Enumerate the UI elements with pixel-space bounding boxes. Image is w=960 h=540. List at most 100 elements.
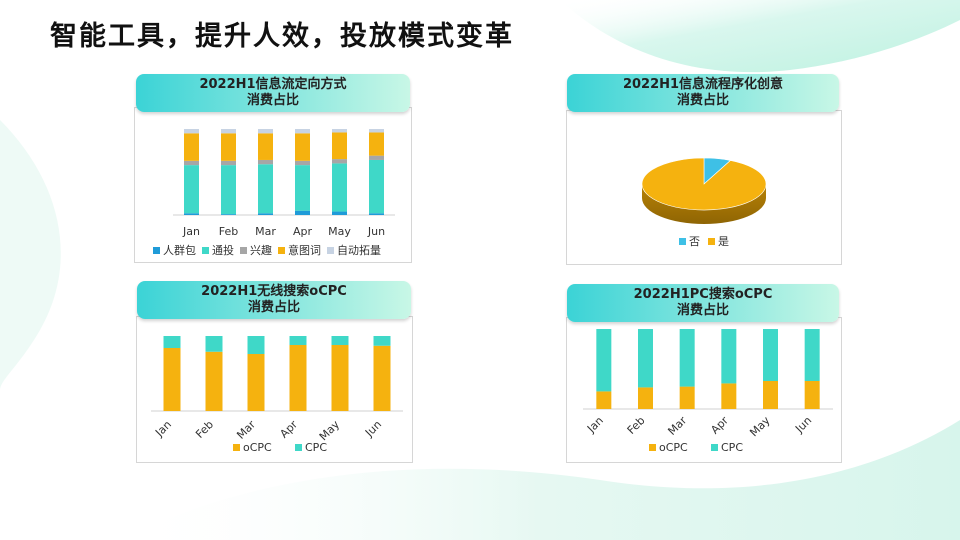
chart-0-tick-jun: Jun <box>367 225 385 238</box>
chart-0-bar-jun-series-1 <box>369 159 384 214</box>
chart-1-legend-swatch-0 <box>679 238 686 245</box>
chart-3-tick-jan: Jan <box>584 414 606 436</box>
chart-0-bar-mar-series-3 <box>258 133 273 160</box>
creative-chart-title-line1: 2022H1信息流程序化创意 <box>622 77 784 92</box>
creative-chart-panel: 否是 <box>566 110 842 265</box>
chart-0-bar-feb-series-4 <box>221 129 236 134</box>
chart-0-tick-apr: Apr <box>293 225 313 238</box>
chart-3-bar-jan-series-1 <box>596 329 612 392</box>
chart-0-bar-apr-series-1 <box>295 165 310 211</box>
pc-search-chart-panel: Jan Feb Mar Apr May Jun oCPC CPC <box>566 317 842 463</box>
chart-3-bar-may-series-1 <box>763 329 778 381</box>
chart-2-tick-may: May <box>317 418 343 444</box>
chart-3-tick-jun: Jun <box>792 414 814 436</box>
bg-wave-left <box>0 120 61 390</box>
chart-1-legend-label-0: 否 <box>689 235 700 248</box>
chart-2-legend-label-1: CPC <box>305 441 327 454</box>
chart-3-legend-label-1: CPC <box>721 441 743 454</box>
chart-3-bar-may-series-0 <box>763 381 778 409</box>
chart-3-bar-apr-series-0 <box>721 383 737 409</box>
chart-1-pie-slice-1 <box>641 157 767 211</box>
chart-0-legend-label-0: 人群包 <box>163 243 196 257</box>
chart-2-bar-mar-series-0 <box>247 354 265 411</box>
chart-2-bar-jan-series-0 <box>163 348 181 411</box>
creative-pie-chart: 否是 <box>641 157 767 248</box>
targeting-stacked-bar-chart: Jan Feb Mar Apr May Jun 人群包 通投 兴趣 意图词 自动拓量 <box>153 129 395 257</box>
chart-3-tick-may: May <box>747 414 773 440</box>
chart-0-bar-may-series-1 <box>332 163 347 212</box>
chart-0-legend-swatch-4 <box>327 247 334 254</box>
chart-3-tick-mar: Mar <box>665 414 689 438</box>
creative-chart-title: 2022H1信息流程序化创意 消费占比 <box>567 74 839 112</box>
chart-0-bar-jun-series-3 <box>369 132 384 156</box>
bg-wave-top <box>560 0 960 73</box>
mobile-search-stacked-bar-chart: Jan Feb Mar Apr May Jun oCPC CPC <box>151 336 403 454</box>
chart-3-bar-feb-series-1 <box>638 329 653 388</box>
chart-0-tick-may: May <box>328 225 351 238</box>
mobile-search-chart-title-line2: 消费占比 <box>247 300 300 315</box>
chart-3-bar-apr-series-1 <box>721 329 737 384</box>
bg-wave-bottom <box>120 420 960 540</box>
chart-2-bar-jan-series-1 <box>163 336 181 348</box>
chart-3-bar-jun-series-0 <box>804 381 820 409</box>
chart-2-bar-feb-series-1 <box>205 336 223 352</box>
chart-1-pie-side <box>642 184 766 224</box>
chart-2-legend-label-0: oCPC <box>243 441 272 454</box>
chart-0-bar-apr-series-0 <box>295 210 310 215</box>
chart-0-bar-apr-series-2 <box>295 160 310 166</box>
chart-1-legend-swatch-1 <box>708 238 715 245</box>
chart-3-bar-jun-series-1 <box>804 329 820 381</box>
chart-0-bar-apr-series-4 <box>295 129 310 134</box>
chart-0-bar-feb-series-1 <box>221 165 236 215</box>
pc-search-chart-title: 2022H1PC搜索oCPC 消费占比 <box>567 284 839 322</box>
chart-3-legend-swatch-0 <box>649 444 656 451</box>
chart-2-bar-apr-series-1 <box>289 336 307 345</box>
mobile-search-chart-panel: Jan Feb Mar Apr May Jun oCPC CPC <box>136 316 413 463</box>
chart-2-tick-jan: Jan <box>152 418 174 440</box>
chart-0-bar-may-series-4 <box>332 129 347 133</box>
chart-0-bar-jun-series-2 <box>369 155 384 160</box>
chart-0-bar-feb-series-3 <box>221 133 236 161</box>
chart-0-bar-feb-series-0 <box>221 214 236 215</box>
chart-0-legend-swatch-3 <box>278 247 285 254</box>
chart-0-bar-jan-series-4 <box>184 129 199 134</box>
chart-2-tick-apr: Apr <box>277 418 300 441</box>
chart-0-tick-feb: Feb <box>219 225 238 238</box>
chart-3-tick-feb: Feb <box>625 414 648 437</box>
chart-2-legend-swatch-0 <box>233 444 240 451</box>
chart-0-bar-mar-series-0 <box>258 213 273 215</box>
chart-0-bar-may-series-0 <box>332 211 347 215</box>
chart-2-tick-jun: Jun <box>362 418 384 440</box>
mobile-search-chart-title: 2022H1无线搜索oCPC 消费占比 <box>137 281 411 319</box>
chart-0-bar-jun-series-4 <box>369 129 384 133</box>
chart-0-bar-may-series-3 <box>332 132 347 160</box>
targeting-chart-title-line1: 2022H1信息流定向方式 <box>199 77 347 92</box>
chart-0-legend-swatch-0 <box>153 247 160 254</box>
chart-1-legend-label-1: 是 <box>718 235 729 248</box>
targeting-chart-panel: Jan Feb Mar Apr May Jun 人群包 通投 兴趣 意图词 自动拓量 <box>134 107 412 263</box>
chart-2-legend-swatch-1 <box>295 444 302 451</box>
chart-2-tick-mar: Mar <box>234 418 258 442</box>
chart-0-bar-jan-series-2 <box>184 160 199 166</box>
chart-2-tick-feb: Feb <box>193 418 216 441</box>
chart-2-bar-jun-series-0 <box>373 345 391 411</box>
chart-0-bar-jun-series-0 <box>369 213 384 215</box>
chart-2-bar-may-series-1 <box>331 336 349 345</box>
chart-3-legend-swatch-1 <box>711 444 718 451</box>
chart-2-bar-apr-series-0 <box>289 345 307 411</box>
chart-0-bar-feb-series-2 <box>221 160 236 166</box>
chart-0-bar-jan-series-3 <box>184 133 199 161</box>
chart-0-bar-mar-series-2 <box>258 159 273 165</box>
targeting-chart-title: 2022H1信息流定向方式 消费占比 <box>136 74 410 112</box>
chart-0-legend-label-3: 意图词 <box>288 243 321 257</box>
chart-0-legend-label-2: 兴趣 <box>250 243 272 257</box>
chart-3-bar-jan-series-0 <box>596 391 612 409</box>
chart-0-bar-jan-series-0 <box>184 213 199 215</box>
chart-0-tick-mar: Mar <box>255 225 276 238</box>
targeting-chart-title-line2: 消费占比 <box>246 93 299 108</box>
chart-0-legend-swatch-2 <box>240 247 247 254</box>
creative-chart-title-line2: 消费占比 <box>676 93 729 108</box>
chart-0-bar-apr-series-3 <box>295 133 310 161</box>
chart-0-legend-label-1: 通投 <box>212 243 234 257</box>
pc-search-chart-title-line2: 消费占比 <box>676 303 729 318</box>
